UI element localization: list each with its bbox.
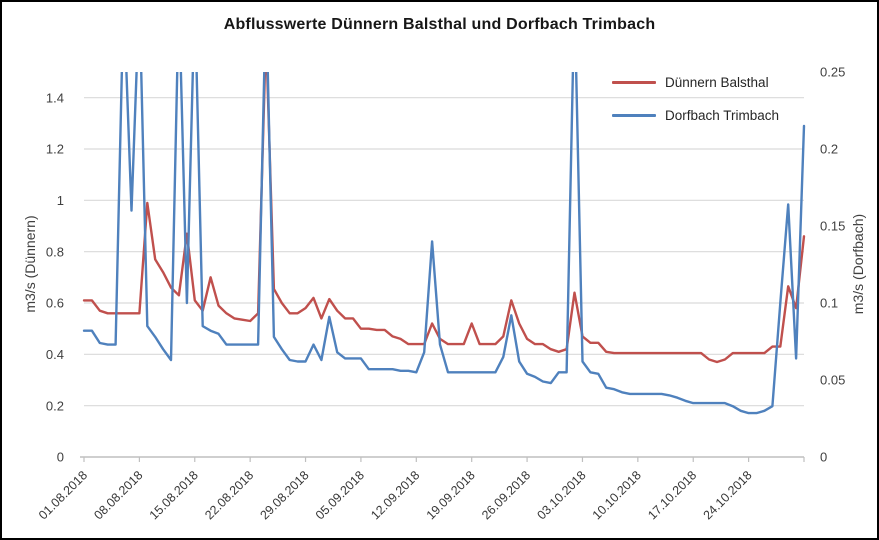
svg-text:19.09.2018: 19.09.2018: [424, 468, 478, 522]
duennern-line-swatch-icon: [612, 80, 656, 84]
svg-text:0.2: 0.2: [46, 398, 64, 413]
svg-text:03.10.2018: 03.10.2018: [534, 468, 588, 522]
svg-text:05.09.2018: 05.09.2018: [313, 468, 367, 522]
svg-text:1: 1: [57, 193, 64, 208]
series-line-duennern: [82, 72, 806, 364]
legend: Dünnern Balsthal Dorfbach Trimbach: [612, 68, 779, 134]
left-axis-title: m3/s (Dünnern): [22, 215, 38, 313]
svg-text:0.15: 0.15: [820, 219, 845, 234]
svg-text:0.05: 0.05: [820, 373, 845, 388]
svg-text:0: 0: [57, 450, 64, 465]
svg-text:0: 0: [820, 450, 827, 465]
svg-text:0.25: 0.25: [820, 65, 845, 80]
svg-text:26.09.2018: 26.09.2018: [479, 468, 533, 522]
svg-text:1.4: 1.4: [46, 90, 64, 105]
svg-text:0.2: 0.2: [820, 142, 838, 157]
svg-text:0.4: 0.4: [46, 347, 64, 362]
svg-text:15.08.2018: 15.08.2018: [147, 468, 201, 522]
dorfbach-line-swatch-icon: [612, 113, 656, 117]
svg-text:24.10.2018: 24.10.2018: [701, 468, 755, 522]
svg-text:1.2: 1.2: [46, 142, 64, 157]
svg-text:0.8: 0.8: [46, 244, 64, 259]
svg-text:12.09.2018: 12.09.2018: [368, 468, 422, 522]
svg-text:10.10.2018: 10.10.2018: [590, 468, 644, 522]
svg-text:0.1: 0.1: [820, 296, 838, 311]
svg-text:22.08.2018: 22.08.2018: [202, 468, 256, 522]
series-line-dorfbach: [82, 72, 806, 415]
x-axis: [80, 456, 805, 462]
svg-text:08.08.2018: 08.08.2018: [91, 468, 145, 522]
chart-title: Abflusswerte Dünnern Balsthal und Dorfba…: [223, 16, 656, 33]
legend-label-dorfbach: Dorfbach Trimbach: [665, 107, 780, 123]
right-axis-labels: 0 0.05 0.1 0.15 0.2 0.25: [820, 65, 845, 465]
svg-text:0.6: 0.6: [46, 296, 64, 311]
svg-text:17.10.2018: 17.10.2018: [645, 468, 699, 522]
svg-text:29.08.2018: 29.08.2018: [257, 468, 311, 522]
legend-item-duennern: Dünnern Balsthal: [612, 68, 779, 96]
legend-label-duennern: Dünnern Balsthal: [665, 74, 769, 90]
left-axis-labels: 0 0.2 0.4 0.6 0.8 1 1.2 1.4: [46, 90, 64, 464]
series-lines: [82, 72, 806, 415]
x-axis-labels: 01.08.2018 08.08.2018 15.08.2018 22.08.2018…: [36, 468, 755, 522]
svg-text:01.08.2018: 01.08.2018: [36, 468, 90, 522]
legend-item-dorfbach: Dorfbach Trimbach: [612, 101, 779, 129]
right-axis-title: m3/s (Dorfbach): [850, 213, 866, 315]
